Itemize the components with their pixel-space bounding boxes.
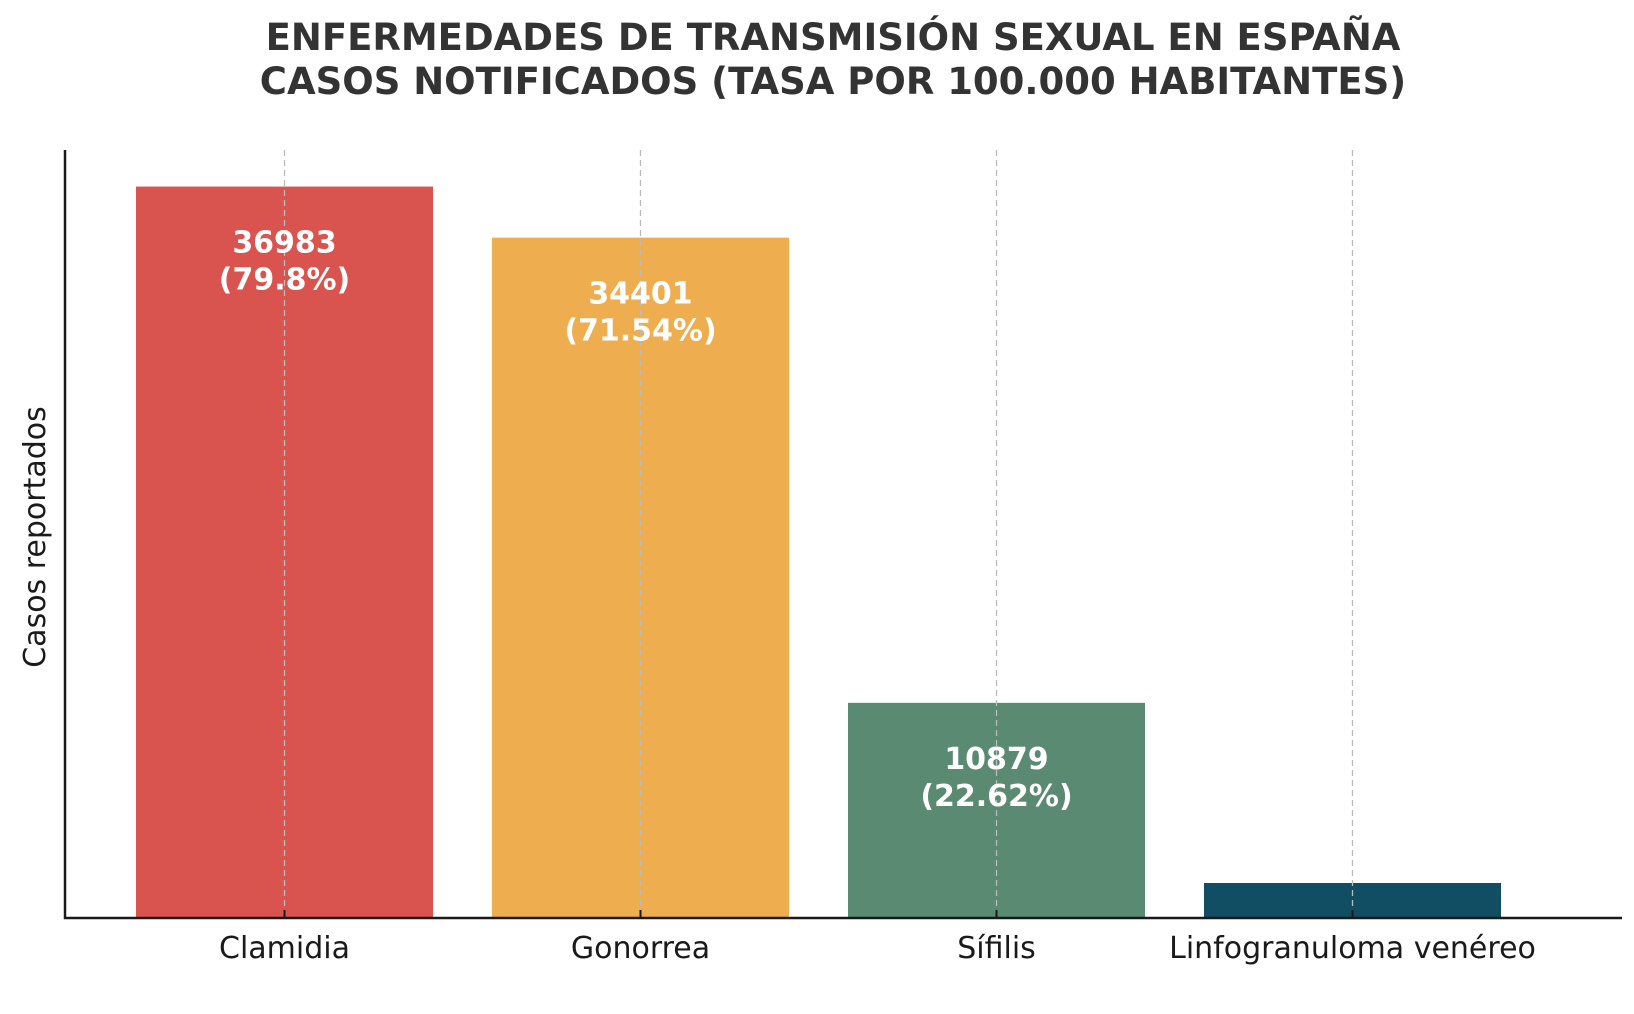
data-label-2-1: (22.62%) [920,779,1072,814]
x-tick-label-2: Sífilis [957,931,1036,966]
data-label-0-1: (79.8%) [219,263,351,298]
chart-title-line-1: ENFERMEDADES DE TRANSMISIÓN SEXUAL EN ES… [266,15,1401,59]
x-tick-label-0: Clamidia [219,931,350,966]
data-label-0-0: 36983 [232,226,336,261]
data-label-2-0: 10879 [944,742,1048,777]
data-label-1-1: (71.54%) [564,314,716,349]
chart-title-line-2: CASOS NOTIFICADOS (TASA POR 100.000 HABI… [260,60,1406,103]
data-label-1-0: 34401 [588,277,692,312]
y-axis-label: Casos reportados [18,406,53,668]
x-tick-label-1: Gonorrea [571,931,710,966]
x-tick-label-3: Linfogranuloma venéreo [1169,931,1536,966]
